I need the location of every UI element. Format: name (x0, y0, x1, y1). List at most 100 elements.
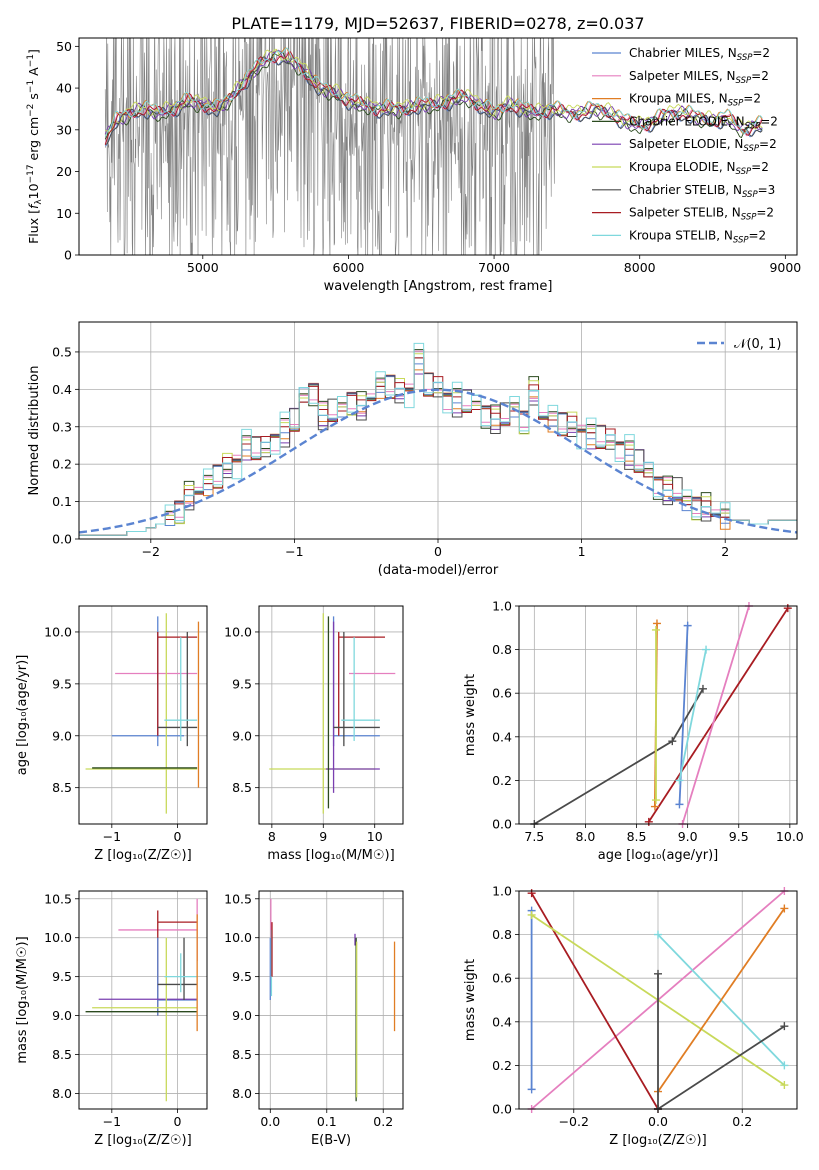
x-tick-label: −1 (285, 544, 303, 559)
y-tick-label: 8.0 (52, 1086, 72, 1101)
x-tick-label: 6000 (333, 260, 365, 275)
weight-marker-kroupa-elodie (780, 1081, 789, 1090)
x-axis-label: Z [log₁₀(Z/Z☉)] (94, 1133, 191, 1148)
legend-label: Salpeter STELIB, NSSP=2 (629, 206, 774, 223)
weight-marker-kroupa-miles (652, 619, 661, 628)
y-tick-label: 9.5 (52, 676, 72, 691)
weight-marker-chabrier-miles (675, 800, 684, 809)
y-tick-label: 0.0 (52, 532, 72, 547)
axes-frame (518, 890, 798, 1110)
weight-line-chabrier-stelib (657, 973, 785, 1111)
spectrum-panel: 5000 6000 7000 8000 9000 0 10 20 30 40 50 wavelengt… (26, 37, 801, 294)
legend-label: 𝒩(0, 1) (734, 337, 781, 352)
x-tick-label: 0.0 (648, 1114, 668, 1129)
y-tick-label: 0.8 (492, 927, 512, 942)
weight-marker-kroupa-miles (650, 802, 659, 811)
weight-marker-chabrier-stelib (654, 969, 662, 978)
y-tick-label: 8.5 (52, 1047, 72, 1062)
hist-plot-area (79, 342, 797, 539)
weight-marker-chabrier-stelib (698, 684, 707, 693)
x-tick-label: −1 (103, 829, 121, 844)
x-axis-label: E(B-V) (311, 1133, 351, 1148)
age_vs_Z-plot-area (85, 613, 200, 814)
y-tick-label: 0.6 (492, 971, 512, 986)
x-tick-label: −0.2 (559, 1114, 589, 1129)
figure-title: PLATE=1179, MJD=52637, FIBERID=0278, z=0… (231, 14, 644, 33)
y-tick-label: 8.0 (232, 1086, 252, 1101)
y-tick-label: 0.2 (492, 773, 512, 788)
y-tick-label: 9.0 (52, 728, 72, 743)
y-tick-label: 20 (56, 164, 72, 179)
x-tick-label: 8000 (624, 260, 656, 275)
y-tick-label: 8.5 (232, 780, 252, 795)
plots-group: 5000 6000 7000 8000 900001020304050wavelengt… (15, 37, 804, 1148)
x-tick-label: 1 (578, 544, 586, 559)
y-axis-label: Flux [fλ10−17 erg cm−2 s−1 A−1] (26, 49, 44, 244)
legend-label: Chabrier ELODIE, NSSP=2 (629, 114, 778, 131)
weight-line-kroupa-stelib (678, 649, 707, 781)
y-tick-label: 50 (56, 39, 72, 54)
legend-label: Salpeter MILES, NSSP=2 (629, 69, 769, 86)
y-tick-label: 0.2 (52, 457, 72, 472)
model-spectrum-kroupa-stelib (104, 47, 763, 137)
y-axis-label: Normed distribution (27, 366, 42, 496)
mass_vs_ebv-panel: 0.0 0.1 0.2 8.0 8.5 9.0 9.5 10.0 10.5 E(B-V) (224, 890, 404, 1148)
y-tick-label: 0.0 (492, 817, 512, 832)
weight-marker-chabrier-miles (683, 621, 692, 630)
y-tick-label: 0.4 (492, 729, 512, 744)
weight-marker-kroupa-elodie (651, 796, 660, 805)
x-tick-label: 2 (721, 544, 729, 559)
x-tick-label: 0 (173, 829, 181, 844)
x-axis-label: Z [log₁₀(Z/Z☉)] (94, 848, 191, 863)
y-tick-label: 8.5 (52, 780, 72, 795)
weight_vs_Z-panel: −0.2 0.0 0.2 0.0 0.2 0.4 0.6 0.8 1.0 Z [log₁₀(Z/Z… (463, 884, 798, 1148)
y-tick-label: 9.0 (232, 1008, 252, 1023)
axes-frame (78, 37, 798, 256)
mass_vs_Z-plot-area (85, 898, 198, 1102)
y-tick-label: 0.2 (492, 1058, 512, 1073)
y-tick-label: 8.5 (232, 1047, 252, 1062)
weight-marker-kroupa-stelib (702, 645, 711, 654)
y-tick-label: 10.5 (224, 891, 252, 906)
x-tick-label: 7000 (478, 260, 510, 275)
mass_vs_Z-panel: −1 0 8.0 8.5 9.0 9.5 10.0 10.5 Z [log₁₀(Z/Z☉)] ma… (15, 890, 208, 1148)
weight-marker-chabrier-stelib (780, 1022, 789, 1031)
mass_vs_ebv-plot-area (269, 898, 396, 1102)
x-tick-label: 8.0 (575, 829, 595, 844)
y-tick-label: 0.8 (492, 642, 512, 657)
y-tick-label: 40 (56, 81, 72, 96)
x-axis-label: mass [log₁₀(M/M☉)] (267, 848, 394, 863)
weight-marker-kroupa-stelib (780, 1061, 789, 1070)
hist-step-kroupa-stelib (79, 342, 797, 539)
x-tick-label: 0 (173, 1114, 181, 1129)
hist-step-salpeter-stelib (79, 357, 797, 539)
legend-label: Chabrier MILES, NSSP=2 (629, 46, 770, 63)
y-tick-label: 1.0 (492, 599, 512, 614)
weight-marker-kroupa-elodie (651, 625, 660, 634)
x-tick-label: 9000 (769, 260, 801, 275)
x-tick-label: −2 (142, 544, 160, 559)
weight-marker-chabrier-miles (527, 1085, 536, 1094)
legend-label: Kroupa ELODIE, NSSP=2 (629, 160, 769, 177)
y-tick-label: 30 (56, 122, 72, 137)
y-axis-label: mass [log₁₀(M/M☉)] (15, 936, 30, 1063)
y-tick-label: 10 (56, 206, 72, 221)
x-tick-label: 9.0 (678, 829, 698, 844)
y-axis-label: age [log₁₀(age/yr)] (15, 655, 30, 776)
x-tick-label: 10.0 (776, 829, 804, 844)
y-tick-label: 9.5 (232, 676, 252, 691)
y-tick-label: 0.6 (492, 686, 512, 701)
weight-marker-salpeter-stelib (527, 889, 536, 898)
x-tick-label: 0.1 (317, 1114, 337, 1129)
age_vs_Z-panel: −1 0 8.5 9.0 9.5 10.0 Z [log₁₀(Z/Z☉)] age [log₁… (15, 605, 208, 863)
x-axis-label: (data-model)/error (378, 563, 499, 578)
y-tick-label: 0.4 (52, 382, 72, 397)
y-axis-label: mass weight (463, 959, 478, 1041)
weight-marker-kroupa-elodie (527, 910, 536, 919)
x-tick-label: 9 (319, 829, 327, 844)
weight-marker-kroupa-miles (780, 904, 789, 913)
age_vs_mass-panel: 8 9 10 8.5 9.0 9.5 10.0 mass [log₁₀(M/M☉)] (224, 605, 404, 863)
y-tick-label: 10.0 (224, 624, 252, 639)
y-tick-label: 0.3 (52, 419, 72, 434)
